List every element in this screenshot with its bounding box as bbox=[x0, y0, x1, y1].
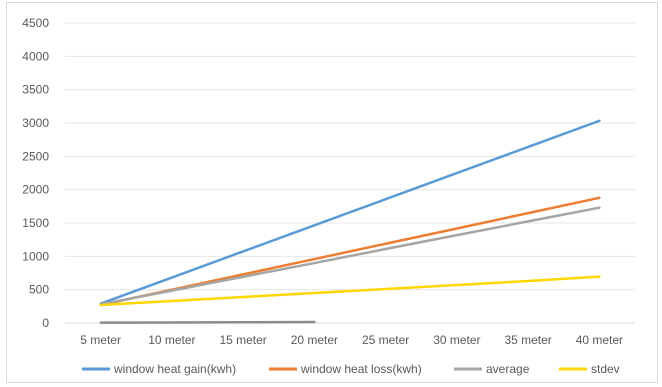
legend-item: window heat gain(kwh) bbox=[82, 362, 236, 376]
line-chart: 0 500 1000 1500 2000 2500 3000 3500 4000 4500 5 m… bbox=[7, 3, 657, 382]
x-tick-label: 5 meter bbox=[80, 333, 121, 347]
y-axis-tick-labels: 0 500 1000 1500 2000 2500 3000 3500 4000 4500 bbox=[22, 16, 49, 330]
y-tick-label: 0 bbox=[42, 316, 49, 330]
x-tick-label: 40 meter bbox=[576, 333, 623, 347]
chart-frame: 0 500 1000 1500 2000 2500 3000 3500 4000 4500 5 m… bbox=[6, 2, 658, 383]
y-tick-label: 2000 bbox=[22, 183, 49, 197]
y-tick-label: 2500 bbox=[22, 149, 49, 163]
legend-label: average bbox=[486, 362, 530, 376]
series-line-unnamed bbox=[101, 322, 315, 323]
legend-label: window heat gain(kwh) bbox=[113, 362, 236, 376]
x-tick-label: 25 meter bbox=[362, 333, 409, 347]
y-tick-label: 3500 bbox=[22, 83, 49, 97]
y-tick-label: 500 bbox=[29, 283, 49, 297]
series-line-window-heat-gain-kwh bbox=[101, 121, 600, 304]
x-tick-label: 35 meter bbox=[504, 333, 551, 347]
y-tick-label: 1500 bbox=[22, 216, 49, 230]
legend-label: window heat loss(kwh) bbox=[300, 362, 422, 376]
series-lines bbox=[101, 121, 600, 323]
x-axis-tick-labels: 5 meter 10 meter 15 meter 20 meter 25 meter 3… bbox=[80, 333, 623, 347]
y-tick-label: 1000 bbox=[22, 249, 49, 263]
x-tick-label: 10 meter bbox=[148, 333, 195, 347]
y-tick-label: 3000 bbox=[22, 116, 49, 130]
legend-item: stdev bbox=[559, 362, 620, 376]
legend-label: stdev bbox=[591, 362, 620, 376]
x-tick-label: 20 meter bbox=[291, 333, 338, 347]
y-tick-label: 4000 bbox=[22, 49, 49, 63]
legend: window heat gain(kwh) window heat loss(kw… bbox=[82, 362, 620, 376]
y-tick-label: 4500 bbox=[22, 16, 49, 30]
legend-item: average bbox=[454, 362, 530, 376]
gridlines bbox=[65, 23, 635, 323]
x-tick-label: 15 meter bbox=[219, 333, 266, 347]
legend-item: window heat loss(kwh) bbox=[269, 362, 422, 376]
x-tick-label: 30 meter bbox=[433, 333, 480, 347]
